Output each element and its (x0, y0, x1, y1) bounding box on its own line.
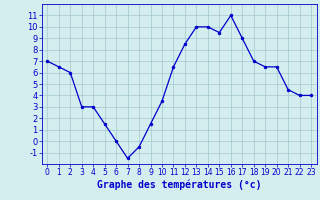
X-axis label: Graphe des températures (°c): Graphe des températures (°c) (97, 180, 261, 190)
